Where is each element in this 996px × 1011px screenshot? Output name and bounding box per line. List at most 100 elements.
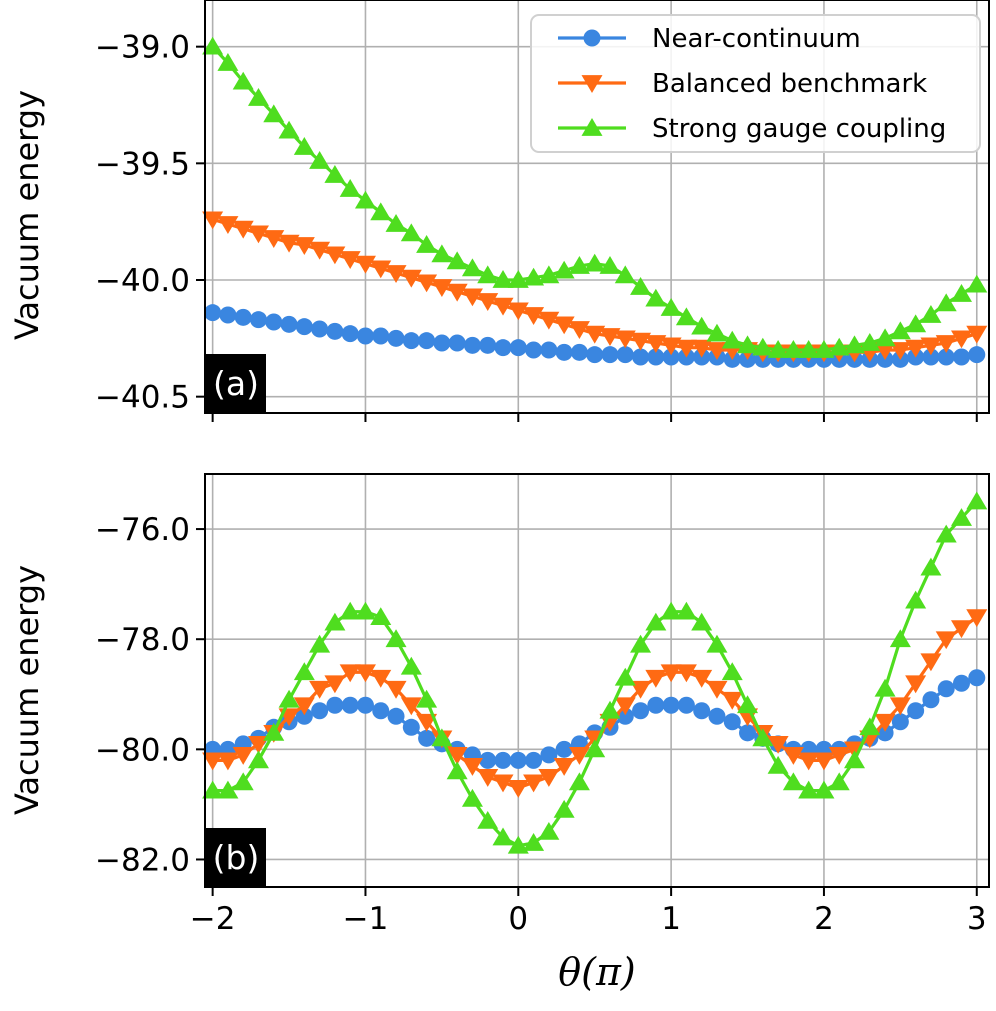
legend-label: Balanced benchmark [652,69,927,99]
panel-a-data-point [433,334,451,352]
panel-b-tag: (b) [205,828,266,887]
panel-b-data-point [553,757,575,776]
panel-b-data-point [507,780,529,798]
panel-b-data-point [645,612,667,631]
panel-b-tag-box [205,828,266,887]
legend-box [530,14,981,153]
panel-b-data-point [675,664,697,683]
panel-b-data-point [889,629,911,648]
panel-b-data-point [232,746,254,765]
panel-b-data-point [402,718,420,736]
legend-label: Strong gauge coupling [652,114,946,144]
legend: Near-continuum Balanced benchmark Strong g… [530,14,981,153]
panel-b-x-tick-label: 2 [814,901,834,937]
panel-a-frame [204,0,990,414]
legend-entry-2: Balanced benchmark [558,69,927,99]
panel-b-data-point [293,697,315,716]
panel-b-data-point [813,780,835,799]
panel-b-data-point [339,601,361,620]
panel-a-data-point [416,274,438,293]
panel-a-data-point [341,325,359,343]
panel-b-data-point [461,788,483,807]
panel-a-data-point [538,265,560,284]
panel-a-data-point [370,202,392,221]
legend-entry-1: Near-continuum [558,24,861,54]
panel-a-data-point [295,318,313,336]
panel-a-data-point [937,348,955,366]
panel-a-data-point [509,339,527,357]
panel-a-data-point [568,256,590,274]
panel-a-data-point [247,88,269,106]
panel-a-data-point [339,179,361,197]
panel-a-data-point [387,329,405,347]
panel-a-data-point [950,284,972,302]
panel-b-ticks: −2 −1 0 1 2 3 −76.0 −78.0 −80.0 −82.0 [95,512,987,937]
panel-b-data-point [324,675,346,694]
panel-b-data-point [525,751,543,769]
panel-a-data-point [280,315,298,333]
panel-b-data-point [461,757,483,776]
panel-a-data-point [966,274,988,293]
panel-a-data-point [675,307,697,326]
panel-b-data-point [739,724,757,742]
panel-a-ticks: −39.0 −39.5 −40.0 −40.5 [95,30,978,422]
panel-a-data-point [767,340,789,358]
panel-a-data-point [844,335,866,354]
panel-b-y-tick-label: −76.0 [95,512,190,548]
panel-a-data-point [920,305,942,323]
panel-b-data-point [721,662,743,681]
panel-b-data-point [952,674,970,692]
panel-b-data-point [540,746,558,764]
legend-marker [581,118,603,136]
panel-a-data-point [219,306,237,324]
panel-b-data-point [660,664,682,683]
panel-a-data-point [813,340,835,358]
panel-b-x-tick-label: −2 [190,901,236,937]
panel-b-data-point [568,772,590,791]
panel-b-data-point [385,680,407,699]
panel-a-data-point [278,120,300,139]
panel-a-data-point [494,339,512,357]
panel-a-data-point [553,260,575,279]
panel-b-data-point [966,491,988,510]
panel-a-data-point [448,334,466,352]
panel-b-data-point [309,634,331,653]
legend-label: Near-continuum [652,24,861,54]
panel-b-data-point [324,612,346,631]
panel-b-data-point [555,740,573,758]
panel-b-data-point [354,664,376,683]
panel-a-data-point [400,223,422,242]
panel-a-data-point [721,330,743,349]
panel-b-data-point [752,728,774,747]
panel-a-data-point [446,283,468,302]
panel-a-data-point [400,269,422,288]
panel-a-data-point [922,348,940,366]
panel-a-data-point [889,342,911,360]
panel-a-data-point [402,332,420,350]
panel-a-series [202,36,988,368]
panel-b-data-point [217,780,239,799]
panel-a-data-point [202,211,224,230]
panel-b-data-point [202,780,224,799]
panel-a-data-point [630,277,652,295]
panel-b-data-point [372,702,390,720]
panel-a-data-point [935,293,957,312]
panel-a-data-point [874,342,896,360]
panel-b-y-tick-label: −82.0 [95,842,190,878]
panel-b-frame [204,473,990,888]
panel-b-data-point [538,821,560,840]
panel-a-data-point [599,328,621,346]
panel-b-data-point [354,601,376,620]
panel-a-data-point [525,341,543,359]
panel-b-data-point [660,601,682,620]
panel-b-data-point [645,669,667,688]
panel-a-data-point [234,308,252,326]
panel-b-data-point [920,557,942,576]
panel-a-data-point [935,335,957,353]
panel-b-data-point [922,691,940,709]
panel-a-y-tick-label: −40.5 [95,380,190,416]
panel-a-data-point [706,342,728,360]
panel-a-data-point [492,297,514,316]
panel-a-data-point [263,230,285,248]
panel-a-data-point [265,313,283,331]
